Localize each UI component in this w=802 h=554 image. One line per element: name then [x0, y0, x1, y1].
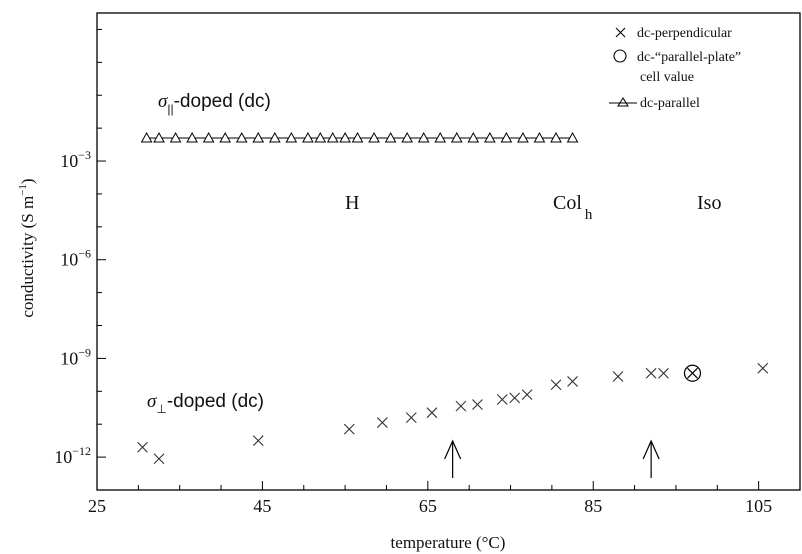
dc-parallel-point	[351, 131, 364, 143]
x-tick-label: 85	[584, 496, 602, 516]
perpendicular-series-label: σ⊥-doped (dc)	[147, 391, 264, 416]
dc-perpendicular-point	[405, 412, 417, 424]
dc-parallel-point	[235, 131, 248, 143]
dc-parallel-point	[517, 131, 529, 143]
dc-parallel-point	[169, 131, 182, 143]
dc-parallel-point	[339, 131, 351, 143]
y-axis-label: conductivity (S m−1)	[17, 178, 37, 317]
dc-parallel-point	[219, 131, 232, 143]
dc-perpendicular-point	[376, 417, 388, 428]
dc-perpendicular-point	[252, 435, 264, 447]
series-dc-parallel	[140, 131, 579, 143]
legend-marker-circle	[613, 49, 627, 63]
dc-perpendicular-point	[343, 423, 355, 435]
legend-label-parallel: dc-parallel	[640, 96, 700, 111]
parallel-series-label: σ||-doped (dc)	[158, 91, 271, 116]
dc-perpendicular-point	[137, 441, 148, 453]
legend-marker-cross	[615, 27, 626, 38]
dc-perpendicular-point	[757, 362, 769, 374]
dc-parallel-point	[417, 131, 430, 143]
phase-label-iso: Iso	[697, 192, 721, 214]
legend: dc-perpendicular dc-“parallel-plate” cel…	[609, 26, 741, 111]
transition-arrows	[444, 439, 660, 478]
dc-parallel-point	[467, 131, 480, 143]
dc-perpendicular-point	[509, 392, 521, 404]
transition-arrow	[642, 439, 660, 478]
dc-parallel-point	[302, 131, 314, 143]
dc-parallel-point	[533, 131, 546, 143]
legend-label-parallel-plate: dc-“parallel-plate”	[637, 50, 741, 65]
dc-parallel-point	[434, 131, 447, 143]
dc-parallel-point	[186, 131, 198, 143]
dc-parallel-point	[314, 131, 327, 143]
dc-perpendicular-point	[567, 376, 578, 387]
dc-perpendicular-point	[153, 453, 165, 465]
dc-parallel-point	[326, 131, 339, 143]
dc-parallel-point	[202, 131, 215, 143]
dc-perpendicular-point	[426, 407, 438, 419]
dc-perpendicular-point	[658, 367, 669, 379]
dc-parallel-point	[550, 131, 562, 143]
dc-perpendicular-point	[645, 367, 657, 379]
dc-parallel-point	[500, 131, 513, 143]
dc-parallel-point	[153, 131, 165, 143]
phase-label-h: H	[345, 192, 359, 214]
dc-parallel-point	[566, 131, 579, 143]
plot-frame	[96, 12, 801, 491]
dc-parallel-point	[484, 131, 496, 143]
dc-parallel-point	[450, 131, 463, 143]
y-tick-label: 10−12	[54, 444, 91, 467]
dc-parallel-point	[140, 131, 153, 143]
dc-parallel-point	[268, 131, 281, 143]
dc-perpendicular-point	[496, 394, 508, 405]
dc-parallel-point	[285, 131, 298, 143]
legend-marker-triangle-line	[609, 97, 637, 107]
dc-parallel-point	[368, 131, 380, 143]
transition-arrow	[444, 439, 462, 478]
x-tick-label: 25	[88, 496, 106, 516]
x-tick-label: 105	[745, 496, 772, 516]
x-axis: 25 45 65 85 105	[88, 481, 801, 516]
x-axis-label: temperature (°C)	[391, 533, 506, 552]
dc-parallel-point	[252, 131, 265, 143]
dc-perpendicular-point	[472, 399, 483, 410]
series-parallel-plate	[683, 364, 702, 382]
dc-perpendicular-point	[455, 400, 467, 412]
legend-label-parallel-plate-line2: cell value	[640, 70, 694, 85]
legend-label-perpendicular: dc-perpendicular	[637, 26, 732, 41]
dc-parallel-point	[401, 131, 413, 143]
dc-parallel-point	[384, 131, 397, 143]
y-axis: 10−3 10−6 10−9 10−12	[54, 28, 106, 491]
series-dc-perpendicular	[137, 362, 769, 465]
x-tick-label: 65	[419, 496, 437, 516]
parallel-plate-point	[683, 364, 702, 382]
y-tick-label: 10−9	[60, 345, 91, 368]
phase-label-colh: Colh	[553, 192, 593, 223]
dc-perpendicular-point	[550, 379, 562, 391]
x-tick-label: 45	[253, 496, 271, 516]
dc-perpendicular-point	[612, 371, 624, 382]
dc-perpendicular-point	[521, 389, 533, 400]
y-tick-label: 10−3	[60, 148, 91, 171]
y-tick-label: 10−6	[60, 247, 91, 270]
